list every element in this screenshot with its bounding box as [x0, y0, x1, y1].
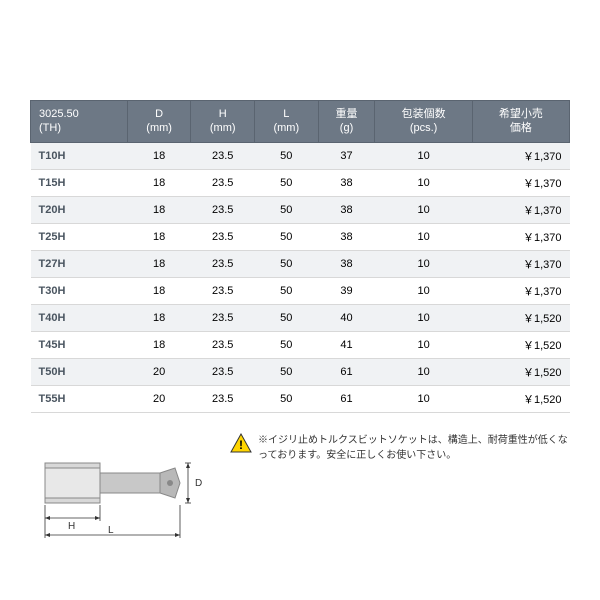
- cell-h: 23.5: [191, 358, 255, 385]
- cell-l: 50: [255, 277, 319, 304]
- cell-pcs: 10: [375, 331, 472, 358]
- cell-model: T55H: [31, 385, 128, 412]
- table-row: T25H1823.5503810￥1,370: [31, 223, 570, 250]
- table-row: T27H1823.5503810￥1,370: [31, 250, 570, 277]
- cell-l: 50: [255, 142, 319, 169]
- cell-pcs: 10: [375, 223, 472, 250]
- table-row: T50H2023.5506110￥1,520: [31, 358, 570, 385]
- cell-price: ￥1,370: [472, 277, 569, 304]
- col-model: 3025.50 (TH): [31, 101, 128, 143]
- cell-l: 50: [255, 250, 319, 277]
- cell-d: 18: [127, 331, 191, 358]
- col-h: H(mm): [191, 101, 255, 143]
- cell-l: 50: [255, 223, 319, 250]
- cell-price: ￥1,370: [472, 223, 569, 250]
- cell-model: T50H: [31, 358, 128, 385]
- table-row: T15H1823.5503810￥1,370: [31, 169, 570, 196]
- cell-wt: 38: [318, 223, 375, 250]
- cell-model: T20H: [31, 196, 128, 223]
- col-pcs: 包装個数(pcs.): [375, 101, 472, 143]
- warning-text: ※イジリ止めトルクスビットソケットは、構造上、耐荷重性が低くなっております。安全…: [258, 433, 570, 463]
- cell-pcs: 10: [375, 277, 472, 304]
- cell-price: ￥1,370: [472, 142, 569, 169]
- warning-icon: !: [230, 433, 252, 453]
- cell-price: ￥1,520: [472, 304, 569, 331]
- cell-l: 50: [255, 196, 319, 223]
- cell-model: T25H: [31, 223, 128, 250]
- cell-h: 23.5: [191, 196, 255, 223]
- warning-notice: ! ※イジリ止めトルクスビットソケットは、構造上、耐荷重性が低くなっております。…: [230, 433, 570, 463]
- cell-d: 20: [127, 358, 191, 385]
- cell-h: 23.5: [191, 169, 255, 196]
- table-row: T45H1823.5504110￥1,520: [31, 331, 570, 358]
- cell-wt: 61: [318, 358, 375, 385]
- cell-h: 23.5: [191, 223, 255, 250]
- cell-h: 23.5: [191, 304, 255, 331]
- cell-d: 18: [127, 142, 191, 169]
- cell-h: 23.5: [191, 142, 255, 169]
- cell-d: 18: [127, 169, 191, 196]
- cell-l: 50: [255, 169, 319, 196]
- dimension-diagram: D H L: [30, 433, 210, 543]
- cell-model: T10H: [31, 142, 128, 169]
- cell-wt: 38: [318, 250, 375, 277]
- cell-d: 18: [127, 223, 191, 250]
- cell-d: 18: [127, 250, 191, 277]
- cell-model: T30H: [31, 277, 128, 304]
- cell-pcs: 10: [375, 304, 472, 331]
- table-row: T55H2023.5506110￥1,520: [31, 385, 570, 412]
- table-row: T10H1823.5503710￥1,370: [31, 142, 570, 169]
- cell-h: 23.5: [191, 277, 255, 304]
- cell-h: 23.5: [191, 250, 255, 277]
- cell-model: T45H: [31, 331, 128, 358]
- cell-d: 18: [127, 304, 191, 331]
- col-l: L(mm): [255, 101, 319, 143]
- cell-pcs: 10: [375, 142, 472, 169]
- cell-wt: 38: [318, 169, 375, 196]
- cell-pcs: 10: [375, 385, 472, 412]
- table-row: T30H1823.5503910￥1,370: [31, 277, 570, 304]
- cell-d: 18: [127, 196, 191, 223]
- cell-wt: 61: [318, 385, 375, 412]
- cell-wt: 40: [318, 304, 375, 331]
- cell-pcs: 10: [375, 358, 472, 385]
- cell-h: 23.5: [191, 385, 255, 412]
- cell-l: 50: [255, 331, 319, 358]
- dim-h-label: H: [68, 521, 75, 532]
- cell-l: 50: [255, 358, 319, 385]
- table-row: T40H1823.5504010￥1,520: [31, 304, 570, 331]
- cell-l: 50: [255, 385, 319, 412]
- cell-l: 50: [255, 304, 319, 331]
- spec-table: 3025.50 (TH) D(mm) H(mm) L(mm) 重量(g) 包装個…: [30, 100, 570, 413]
- col-weight: 重量(g): [318, 101, 375, 143]
- content: 3025.50 (TH) D(mm) H(mm) L(mm) 重量(g) 包装個…: [30, 100, 570, 543]
- col-price: 希望小売価格: [472, 101, 569, 143]
- cell-wt: 38: [318, 196, 375, 223]
- cell-h: 23.5: [191, 331, 255, 358]
- cell-price: ￥1,520: [472, 358, 569, 385]
- cell-wt: 41: [318, 331, 375, 358]
- dim-l-label: L: [108, 525, 114, 536]
- cell-price: ￥1,370: [472, 169, 569, 196]
- cell-model: T27H: [31, 250, 128, 277]
- cell-pcs: 10: [375, 250, 472, 277]
- cell-wt: 37: [318, 142, 375, 169]
- cell-pcs: 10: [375, 196, 472, 223]
- cell-model: T15H: [31, 169, 128, 196]
- cell-d: 18: [127, 277, 191, 304]
- dim-d-label: D: [195, 478, 202, 489]
- bottom-section: D H L ! ※イジリ止めトルクスビットソケットは、構造上、耐荷重性が低くなっ…: [30, 433, 570, 543]
- cell-price: ￥1,520: [472, 331, 569, 358]
- cell-price: ￥1,370: [472, 196, 569, 223]
- cell-price: ￥1,520: [472, 385, 569, 412]
- svg-text:!: !: [239, 438, 243, 452]
- cell-price: ￥1,370: [472, 250, 569, 277]
- cell-d: 20: [127, 385, 191, 412]
- table-row: T20H1823.5503810￥1,370: [31, 196, 570, 223]
- col-d: D(mm): [127, 101, 191, 143]
- cell-model: T40H: [31, 304, 128, 331]
- cell-wt: 39: [318, 277, 375, 304]
- cell-pcs: 10: [375, 169, 472, 196]
